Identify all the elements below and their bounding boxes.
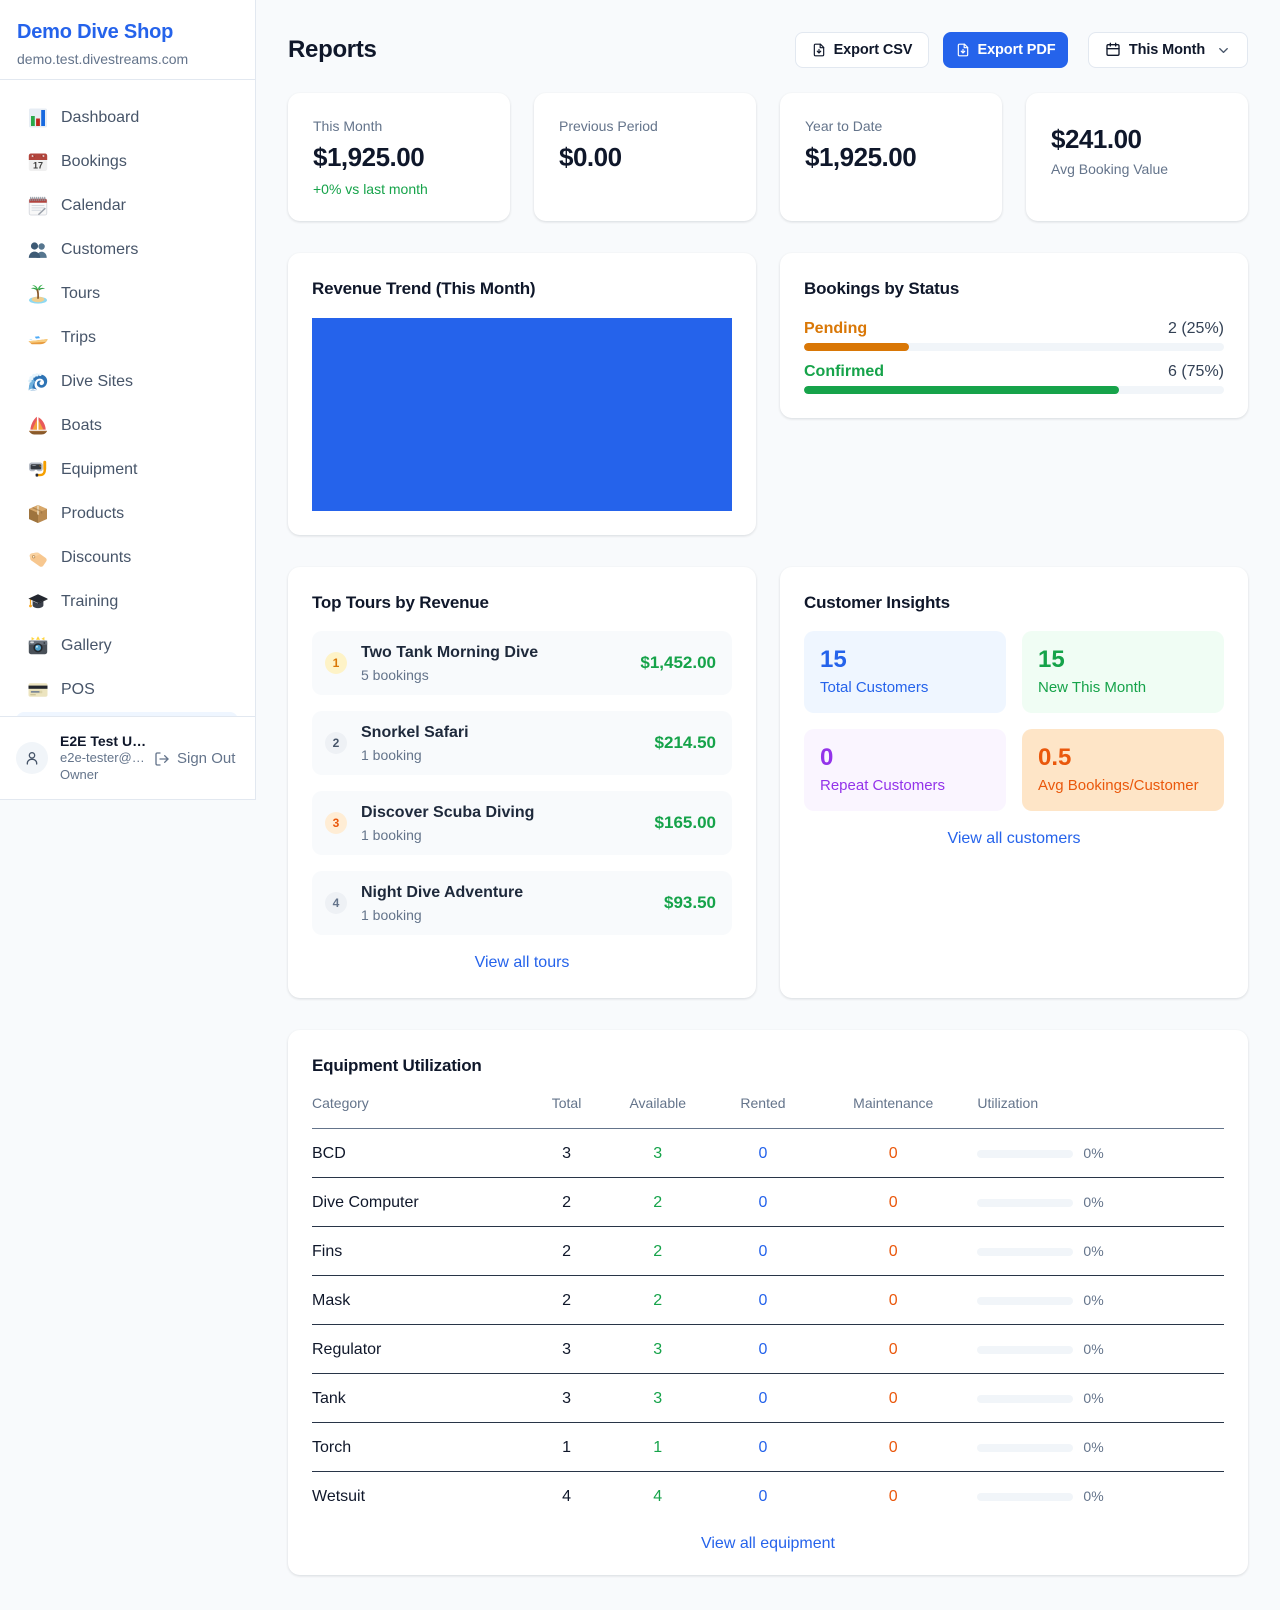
svg-text:17: 17: [33, 161, 43, 171]
